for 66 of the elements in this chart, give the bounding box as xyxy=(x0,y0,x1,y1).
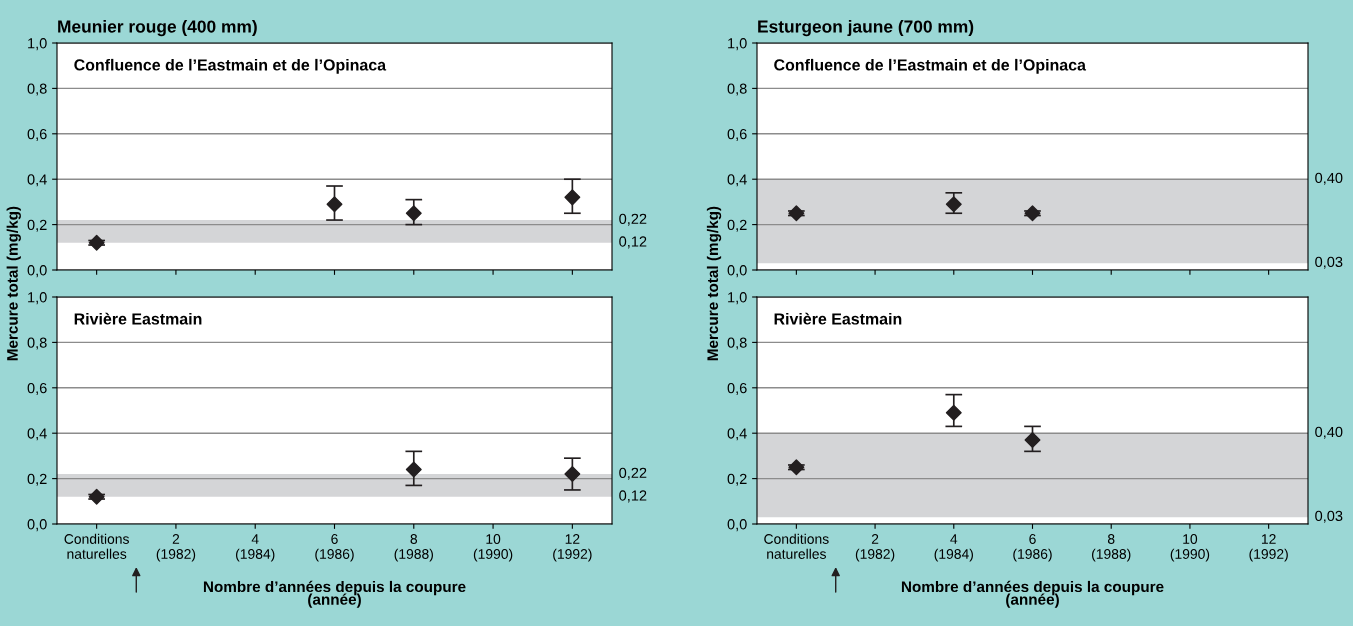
y-tick-label: 1,0 xyxy=(28,38,47,51)
x-tick-label: Conditions naturelles xyxy=(64,533,129,559)
y-tick-label: 0,6 xyxy=(727,128,747,141)
text: Rivière Eastmain xyxy=(774,312,902,325)
y-tick-label: 0,6 xyxy=(27,128,47,141)
x-tick-label: 4 (1984) xyxy=(934,534,973,562)
text: 0,40 xyxy=(1315,426,1343,439)
x-tick-label: 6 (1986) xyxy=(1013,534,1052,562)
y-tick-label: 0,6 xyxy=(27,382,47,395)
x-tick-label: 6 (1986) xyxy=(315,534,354,562)
text: 0,22 xyxy=(619,467,647,480)
y-tick-label: 0,8 xyxy=(727,83,747,96)
x-tick-label: 10 (1990) xyxy=(473,534,513,562)
y-tick-label: 0,4 xyxy=(727,428,747,441)
x-tick-label: 8 (1988) xyxy=(394,534,433,562)
y-tick-label: 0,8 xyxy=(727,337,747,350)
text: 0,40 xyxy=(1315,172,1343,185)
x-tick-label: 10 (1990) xyxy=(1170,534,1210,562)
text: Confluence de l’Eastmain et de l’Opinaca xyxy=(74,58,387,74)
y-tick-label: 1,0 xyxy=(28,292,47,305)
chart-title: Esturgeon jaune (700 mm) xyxy=(758,19,974,37)
y-tick-label: 0,8 xyxy=(27,337,47,350)
y-axis-title: Mercure total (mg/kg) xyxy=(706,206,722,361)
x-tick-label: Conditions naturelles xyxy=(764,533,829,559)
point xyxy=(564,466,581,483)
y-tick-label: 0,2 xyxy=(727,473,747,486)
x-axis-title: Nombre d’années depuis la coupure (année) xyxy=(203,580,466,608)
y-tick-label: 0,8 xyxy=(27,83,47,96)
x-axis-title: Nombre d’années depuis la coupure (année) xyxy=(901,580,1164,608)
y-tick-label: 0,0 xyxy=(27,265,47,278)
point xyxy=(564,189,581,206)
chart-title: Meunier rouge (400 mm) xyxy=(58,19,257,37)
text: 0,03 xyxy=(1315,256,1343,269)
text: 0,12 xyxy=(619,490,647,503)
point xyxy=(405,205,422,222)
x-tick-label: 2 (1982) xyxy=(855,534,895,562)
point xyxy=(88,234,105,251)
y-tick-label: 0,4 xyxy=(27,174,47,187)
text: Rivière Eastmain xyxy=(74,312,202,325)
point xyxy=(945,404,962,421)
y-tick-label: 1,0 xyxy=(728,292,747,305)
y-tick-label: 0,0 xyxy=(727,519,747,532)
x-tick-label: 2 (1982) xyxy=(156,534,196,562)
point xyxy=(405,461,422,478)
y-tick-label: 0,2 xyxy=(27,219,47,232)
y-tick-label: 0,0 xyxy=(727,265,747,278)
y-tick-label: 0,2 xyxy=(27,473,47,486)
y-tick-label: 0,4 xyxy=(727,174,747,187)
point xyxy=(88,488,105,505)
y-tick-label: 0,6 xyxy=(727,382,747,395)
text: 0,22 xyxy=(619,213,647,226)
text: Confluence de l’Eastmain et de l’Opinaca xyxy=(774,58,1087,74)
y-axis-title: Mercure total (mg/kg) xyxy=(6,206,21,361)
point xyxy=(788,459,805,476)
y-tick-label: 0,2 xyxy=(727,219,747,232)
x-tick-label: 12 (1992) xyxy=(553,534,592,562)
point xyxy=(326,196,343,213)
x-tick-label: 4 (1984) xyxy=(236,534,275,562)
x-tick-label: 8 (1988) xyxy=(1092,534,1131,562)
point xyxy=(1024,432,1041,448)
text: 0,03 xyxy=(1315,510,1343,523)
y-tick-label: 0,0 xyxy=(27,519,47,532)
x-tick-label: 12 (1992) xyxy=(1249,534,1288,562)
y-tick-label: 0,4 xyxy=(27,428,47,441)
y-tick-label: 1,0 xyxy=(728,38,747,51)
text: 0,12 xyxy=(619,236,647,249)
